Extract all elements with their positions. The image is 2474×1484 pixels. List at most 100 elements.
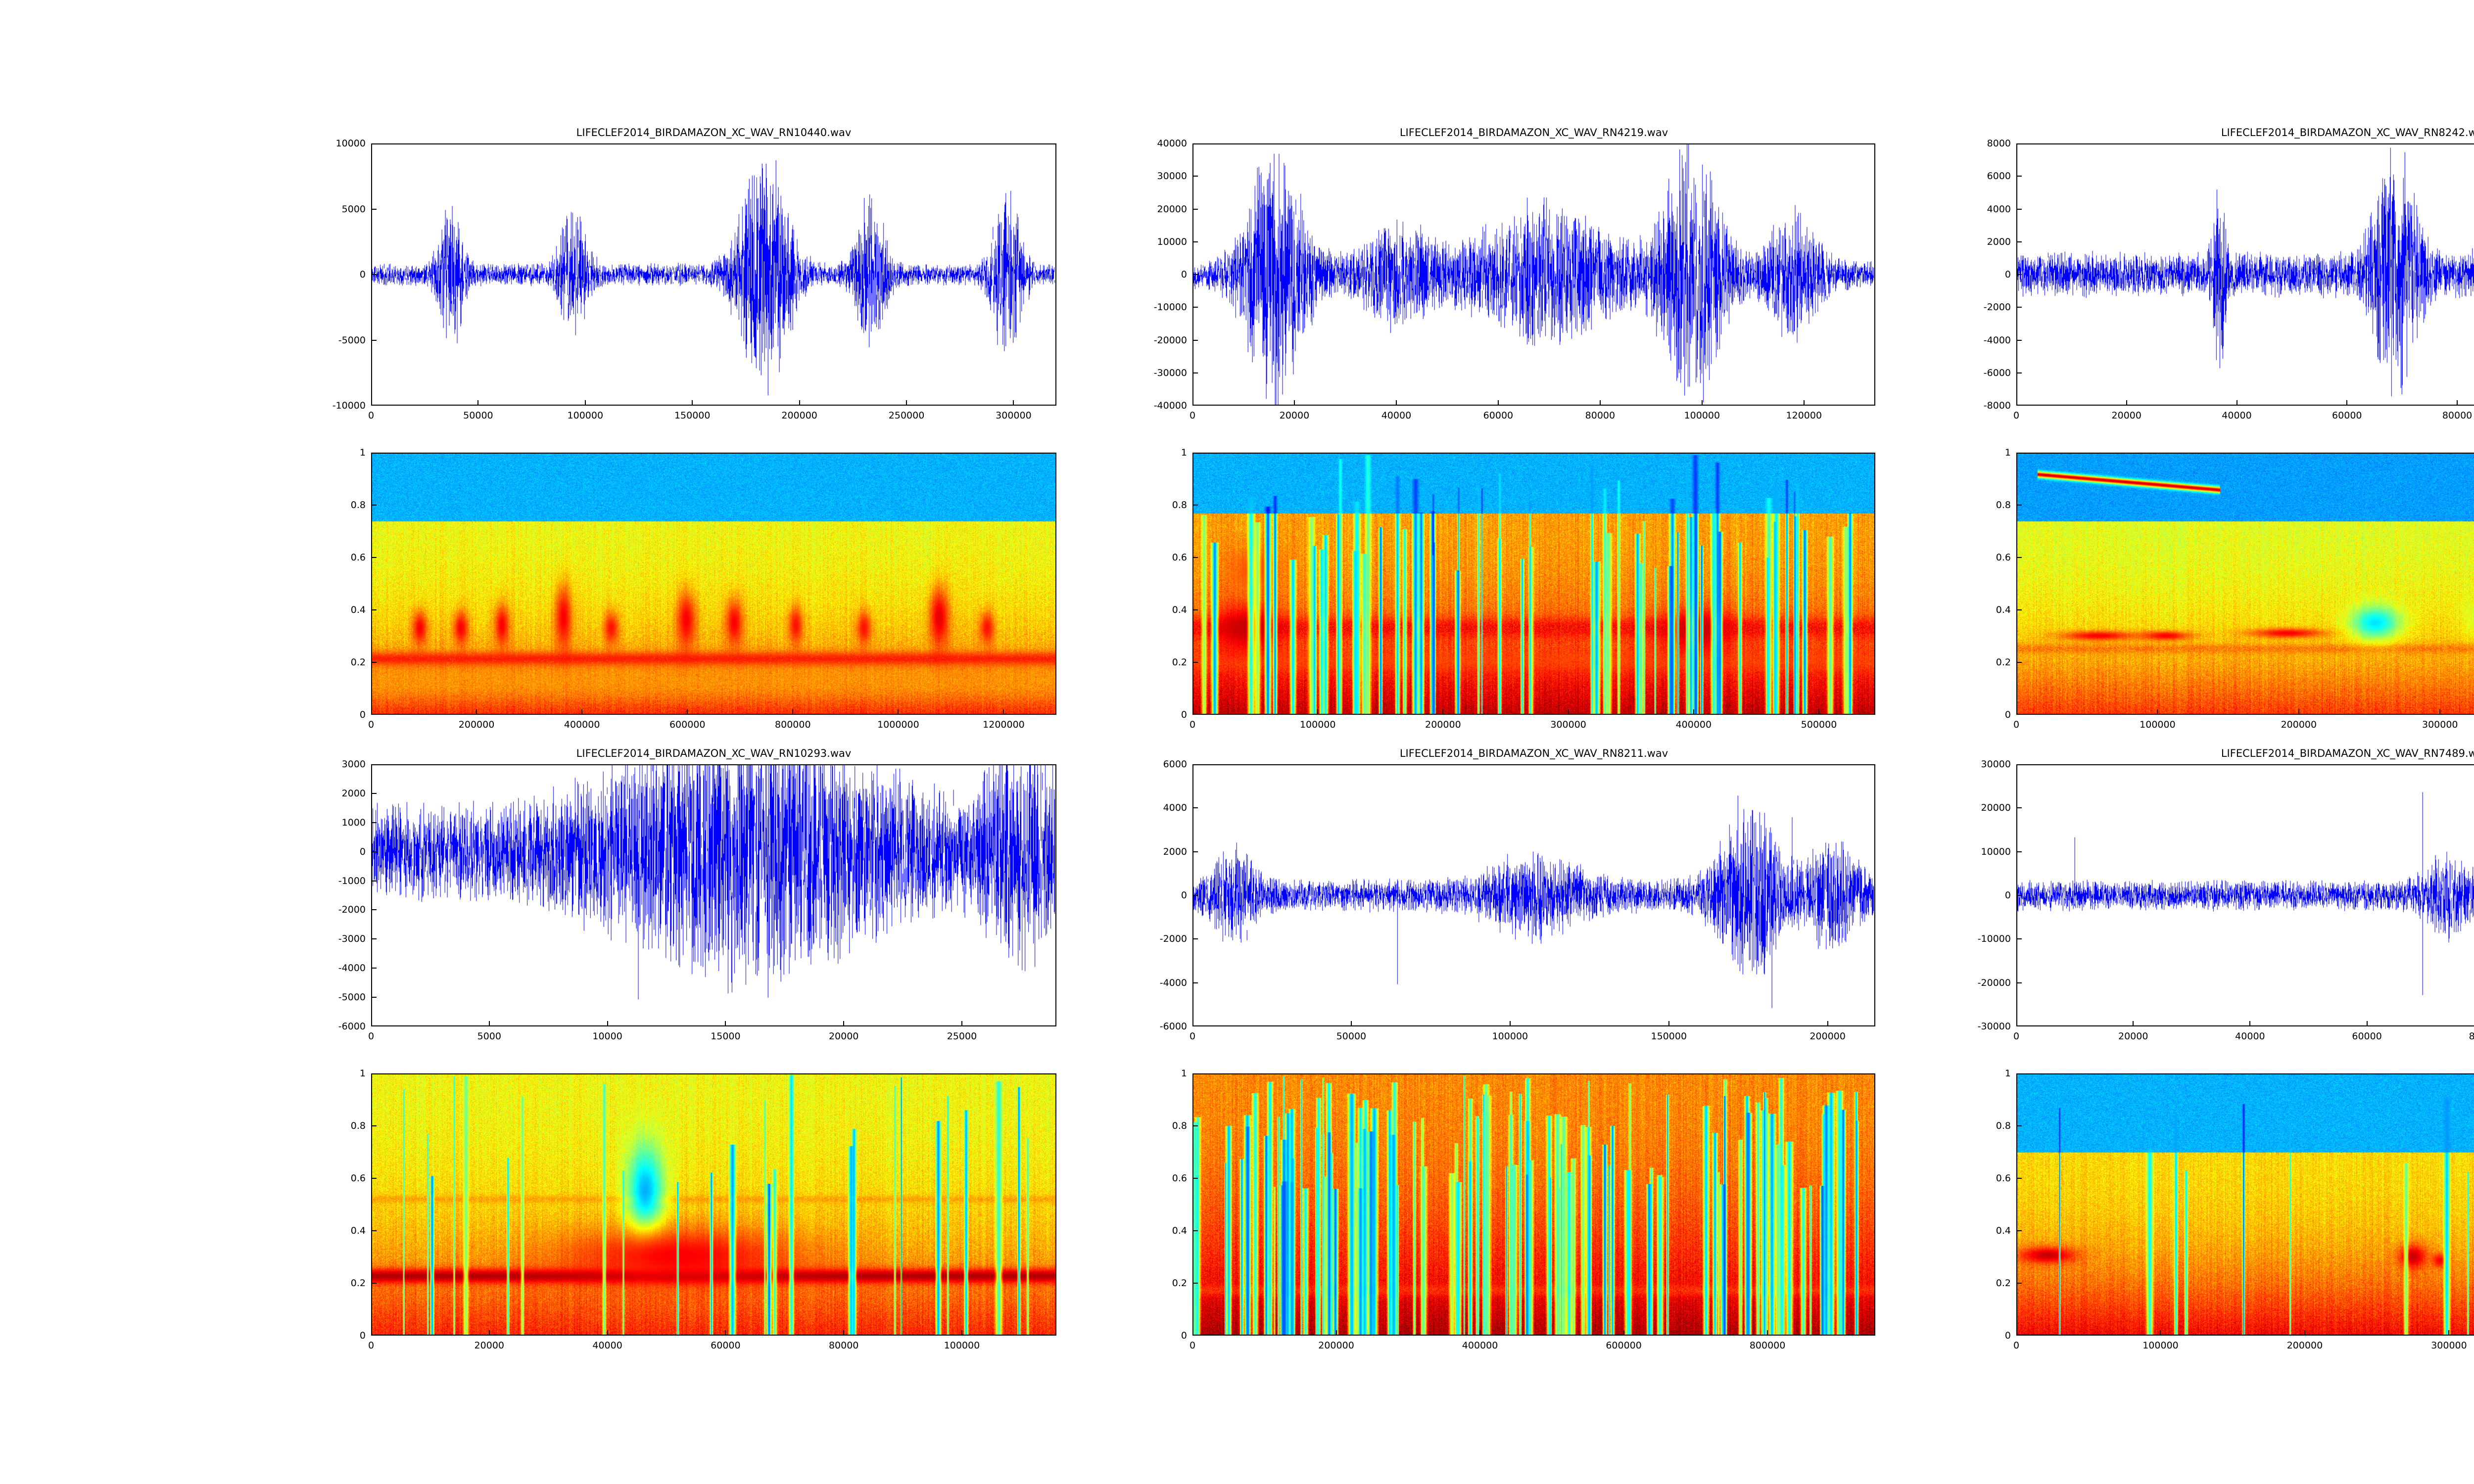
x-tick-label: 400000	[1675, 719, 1712, 730]
y-tick-label: 0.6	[1172, 1173, 1187, 1184]
plot-area-spec-4	[371, 1073, 1056, 1336]
x-tick-label: 15000	[711, 1031, 741, 1042]
y-tick-label: 0.6	[1172, 552, 1187, 563]
y-tick-label: 3000	[341, 759, 366, 770]
x-tick-label: 100000	[944, 1340, 980, 1351]
y-tick-label: -20000	[1977, 977, 2011, 988]
subplot-wave-4: LIFECLEF2014_BIRDAMAZON_XC_WAV_RN10293.w…	[338, 747, 1056, 1042]
y-tick-label: 1	[359, 1068, 366, 1079]
x-tick-label: 5000	[477, 1031, 501, 1042]
y-tick-label: 0.2	[350, 657, 366, 668]
x-tick-label: 250000	[888, 410, 925, 421]
x-tick-label: 800000	[775, 719, 811, 730]
subplot-wave-5: LIFECLEF2014_BIRDAMAZON_XC_WAV_RN8211.wa…	[1160, 747, 1875, 1042]
y-tick-label: -1000	[338, 875, 366, 886]
y-tick-label: 0.2	[1996, 657, 2011, 668]
y-tick-label: -2000	[338, 904, 366, 916]
x-tick-label: 0	[2013, 410, 2020, 421]
x-tick-label: 80000	[828, 1340, 859, 1351]
x-tick-label: 40000	[592, 1340, 622, 1351]
y-tick-label: 20000	[1157, 203, 1187, 215]
plot-area-spec-1	[371, 453, 1056, 715]
x-tick-label: 200000	[2286, 1340, 2323, 1351]
plot-area-spec-6	[2016, 1073, 2474, 1336]
x-tick-label: 600000	[669, 719, 706, 730]
x-tick-label: 80000	[2442, 410, 2473, 421]
y-tick-label: 0.4	[1996, 1225, 2011, 1236]
x-tick-label: 200000	[1425, 719, 1461, 730]
x-tick-label: 100000	[2140, 719, 2176, 730]
y-tick-label: 0.6	[350, 552, 366, 563]
y-tick-label: 0	[1181, 1330, 1187, 1341]
y-tick-label: 0.8	[1996, 1120, 2011, 1131]
x-tick-label: 400000	[1462, 1340, 1498, 1351]
subplot-title: LIFECLEF2014_BIRDAMAZON_XC_WAV_RN10293.w…	[576, 747, 852, 759]
y-tick-label: 0.4	[1172, 604, 1187, 615]
spectrogram-canvas	[372, 454, 1055, 714]
y-tick-label: 6000	[1163, 759, 1187, 770]
y-tick-label: 6000	[1987, 171, 2011, 182]
waveform-canvas	[372, 765, 1055, 1025]
x-tick-label: 0	[1189, 410, 1196, 421]
x-tick-label: 1200000	[983, 719, 1025, 730]
y-tick-label: 4000	[1987, 203, 2011, 215]
plot-area-wave-6	[2016, 764, 2474, 1026]
y-tick-label: 0.2	[350, 1278, 366, 1289]
y-tick-label: 1	[359, 447, 366, 458]
y-tick-label: -30000	[1977, 1021, 2011, 1032]
y-tick-label: -4000	[338, 963, 366, 974]
waveform-canvas	[1193, 765, 1874, 1025]
subplot-spec-4: 0 0.2 0.4 0.6 0.8 1 0 20000 40000 60000 80000 10000…	[351, 1068, 1056, 1351]
x-tick-label: 100000	[1492, 1031, 1528, 1042]
y-tick-label: -2000	[1159, 933, 1187, 945]
x-tick-label: 50000	[1336, 1031, 1367, 1042]
y-tick-label: -3000	[338, 933, 366, 945]
y-tick-label: -4000	[1159, 977, 1187, 988]
y-tick-label: 0.8	[1172, 1120, 1187, 1131]
plot-area-wave-1	[371, 143, 1056, 406]
y-tick-label: -6000	[1983, 367, 2011, 378]
x-tick-label: 300000	[996, 410, 1032, 421]
x-tick-label: 25000	[947, 1031, 977, 1042]
y-tick-label: -10000	[1977, 933, 2011, 945]
spectrogram-canvas	[1193, 454, 1874, 714]
y-tick-label: 0	[1181, 709, 1187, 720]
y-tick-label: 1	[1181, 1068, 1187, 1079]
y-tick-label: -40000	[1153, 400, 1187, 411]
x-tick-label: 200000	[1809, 1031, 1846, 1042]
y-tick-label: 5000	[341, 203, 366, 215]
y-tick-label: 0.8	[350, 500, 366, 510]
x-tick-label: 60000	[2352, 1031, 2382, 1042]
y-tick-label: 0.4	[350, 1225, 366, 1236]
y-tick-label: 0.6	[1996, 1173, 2011, 1184]
x-tick-label: 120000	[1786, 410, 1822, 421]
y-tick-label: 0	[1181, 890, 1187, 901]
x-tick-label: 40000	[2235, 1031, 2265, 1042]
y-tick-label: 0.8	[350, 1120, 366, 1131]
subplot-title: LIFECLEF2014_BIRDAMAZON_XC_WAV_RN4219.wa…	[1399, 127, 1668, 139]
x-tick-label: 0	[1189, 1031, 1196, 1042]
x-tick-label: 0	[368, 1031, 375, 1042]
y-tick-label: -2000	[1983, 302, 2011, 313]
y-tick-label: 2000	[1163, 846, 1187, 857]
x-tick-label: 0	[1189, 719, 1196, 730]
x-tick-label: 400000	[564, 719, 600, 730]
x-tick-label: 0	[368, 410, 375, 421]
spectrogram-canvas	[2017, 1074, 2474, 1335]
y-tick-label: 30000	[1157, 171, 1187, 182]
subplot-title: LIFECLEF2014_BIRDAMAZON_XC_WAV_RN8211.wa…	[1399, 747, 1668, 759]
x-tick-label: 200000	[781, 410, 817, 421]
y-tick-label: -10000	[1153, 302, 1187, 313]
y-tick-label: 0.8	[1172, 500, 1187, 510]
y-tick-label: 0.8	[1996, 500, 2011, 510]
x-tick-label: 150000	[1651, 1031, 1687, 1042]
x-tick-label: 600000	[1606, 1340, 1642, 1351]
y-tick-label: 2000	[1987, 236, 2011, 247]
subplot-wave-2: LIFECLEF2014_BIRDAMAZON_XC_WAV_RN4219.wa…	[1154, 127, 1875, 421]
subplot-wave-1: LIFECLEF2014_BIRDAMAZON_XC_WAV_RN10440.w…	[333, 127, 1056, 421]
x-tick-label: 100000	[1299, 719, 1336, 730]
plot-area-wave-4	[371, 764, 1056, 1026]
